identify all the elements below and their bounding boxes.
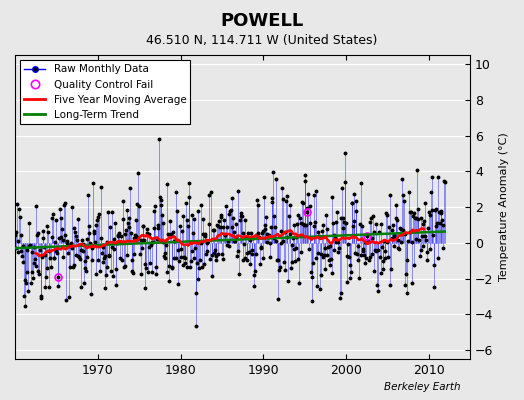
Text: POWELL: POWELL [221,12,303,30]
Legend: Raw Monthly Data, Quality Control Fail, Five Year Moving Average, Long-Term Tren: Raw Monthly Data, Quality Control Fail, … [20,60,190,124]
Text: 46.510 N, 114.711 W (United States): 46.510 N, 114.711 W (United States) [146,34,378,47]
Y-axis label: Temperature Anomaly (°C): Temperature Anomaly (°C) [499,133,509,282]
Text: Berkeley Earth: Berkeley Earth [385,382,461,392]
